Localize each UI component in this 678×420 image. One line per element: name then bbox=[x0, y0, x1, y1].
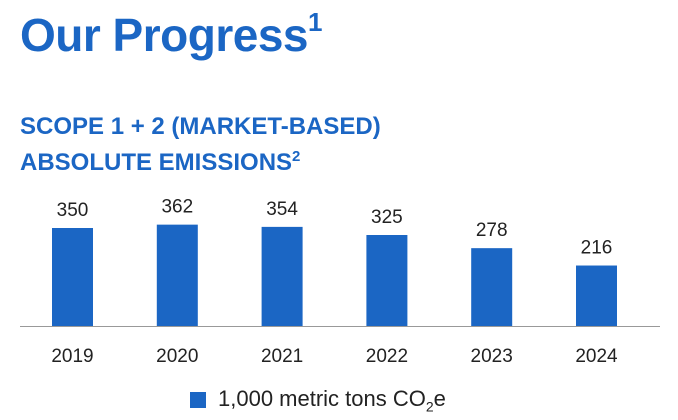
chart-legend: 1,000 metric tons CO2e bbox=[190, 386, 446, 414]
subtitle-line-2: ABSOLUTE EMISSIONS2 bbox=[20, 142, 381, 178]
x-tick-2022: 2022 bbox=[366, 346, 408, 367]
data-label-2023: 278 bbox=[476, 220, 508, 241]
x-tick-2020: 2020 bbox=[156, 346, 198, 367]
bar-2023 bbox=[471, 248, 513, 326]
subtitle-line-2-text: ABSOLUTE EMISSIONS bbox=[20, 149, 293, 176]
title-footnote: 1 bbox=[308, 6, 322, 37]
data-label-2024: 216 bbox=[581, 238, 613, 259]
x-tick-2024: 2024 bbox=[575, 346, 618, 367]
bar-2019 bbox=[52, 228, 93, 326]
data-label-2021: 354 bbox=[266, 199, 298, 220]
bar-2021 bbox=[261, 226, 303, 326]
bar-2022 bbox=[366, 235, 408, 326]
x-tick-2019: 2019 bbox=[51, 346, 93, 367]
legend-label: 1,000 metric tons CO2e bbox=[218, 386, 446, 414]
chart-subtitle: SCOPE 1 + 2 (MARKET-BASED) ABSOLUTE EMIS… bbox=[20, 112, 381, 178]
legend-swatch bbox=[190, 392, 206, 409]
bar-2024 bbox=[576, 265, 617, 326]
legend-label-sub: 2 bbox=[425, 398, 434, 415]
data-label-2022: 325 bbox=[371, 207, 403, 228]
bar-2020 bbox=[156, 224, 198, 326]
data-label-2020: 362 bbox=[161, 197, 193, 218]
data-label-2019: 350 bbox=[57, 200, 89, 221]
x-tick-2023: 2023 bbox=[471, 346, 513, 367]
subtitle-line-1: SCOPE 1 + 2 (MARKET-BASED) bbox=[20, 113, 381, 140]
legend-label-post: e bbox=[433, 386, 446, 411]
legend-label-pre: 1,000 metric tons CO bbox=[218, 386, 426, 411]
page-title: Our Progress1 bbox=[20, 6, 322, 62]
x-tick-2021: 2021 bbox=[261, 346, 303, 367]
title-text: Our Progress bbox=[20, 9, 309, 61]
subtitle-footnote: 2 bbox=[292, 148, 301, 165]
